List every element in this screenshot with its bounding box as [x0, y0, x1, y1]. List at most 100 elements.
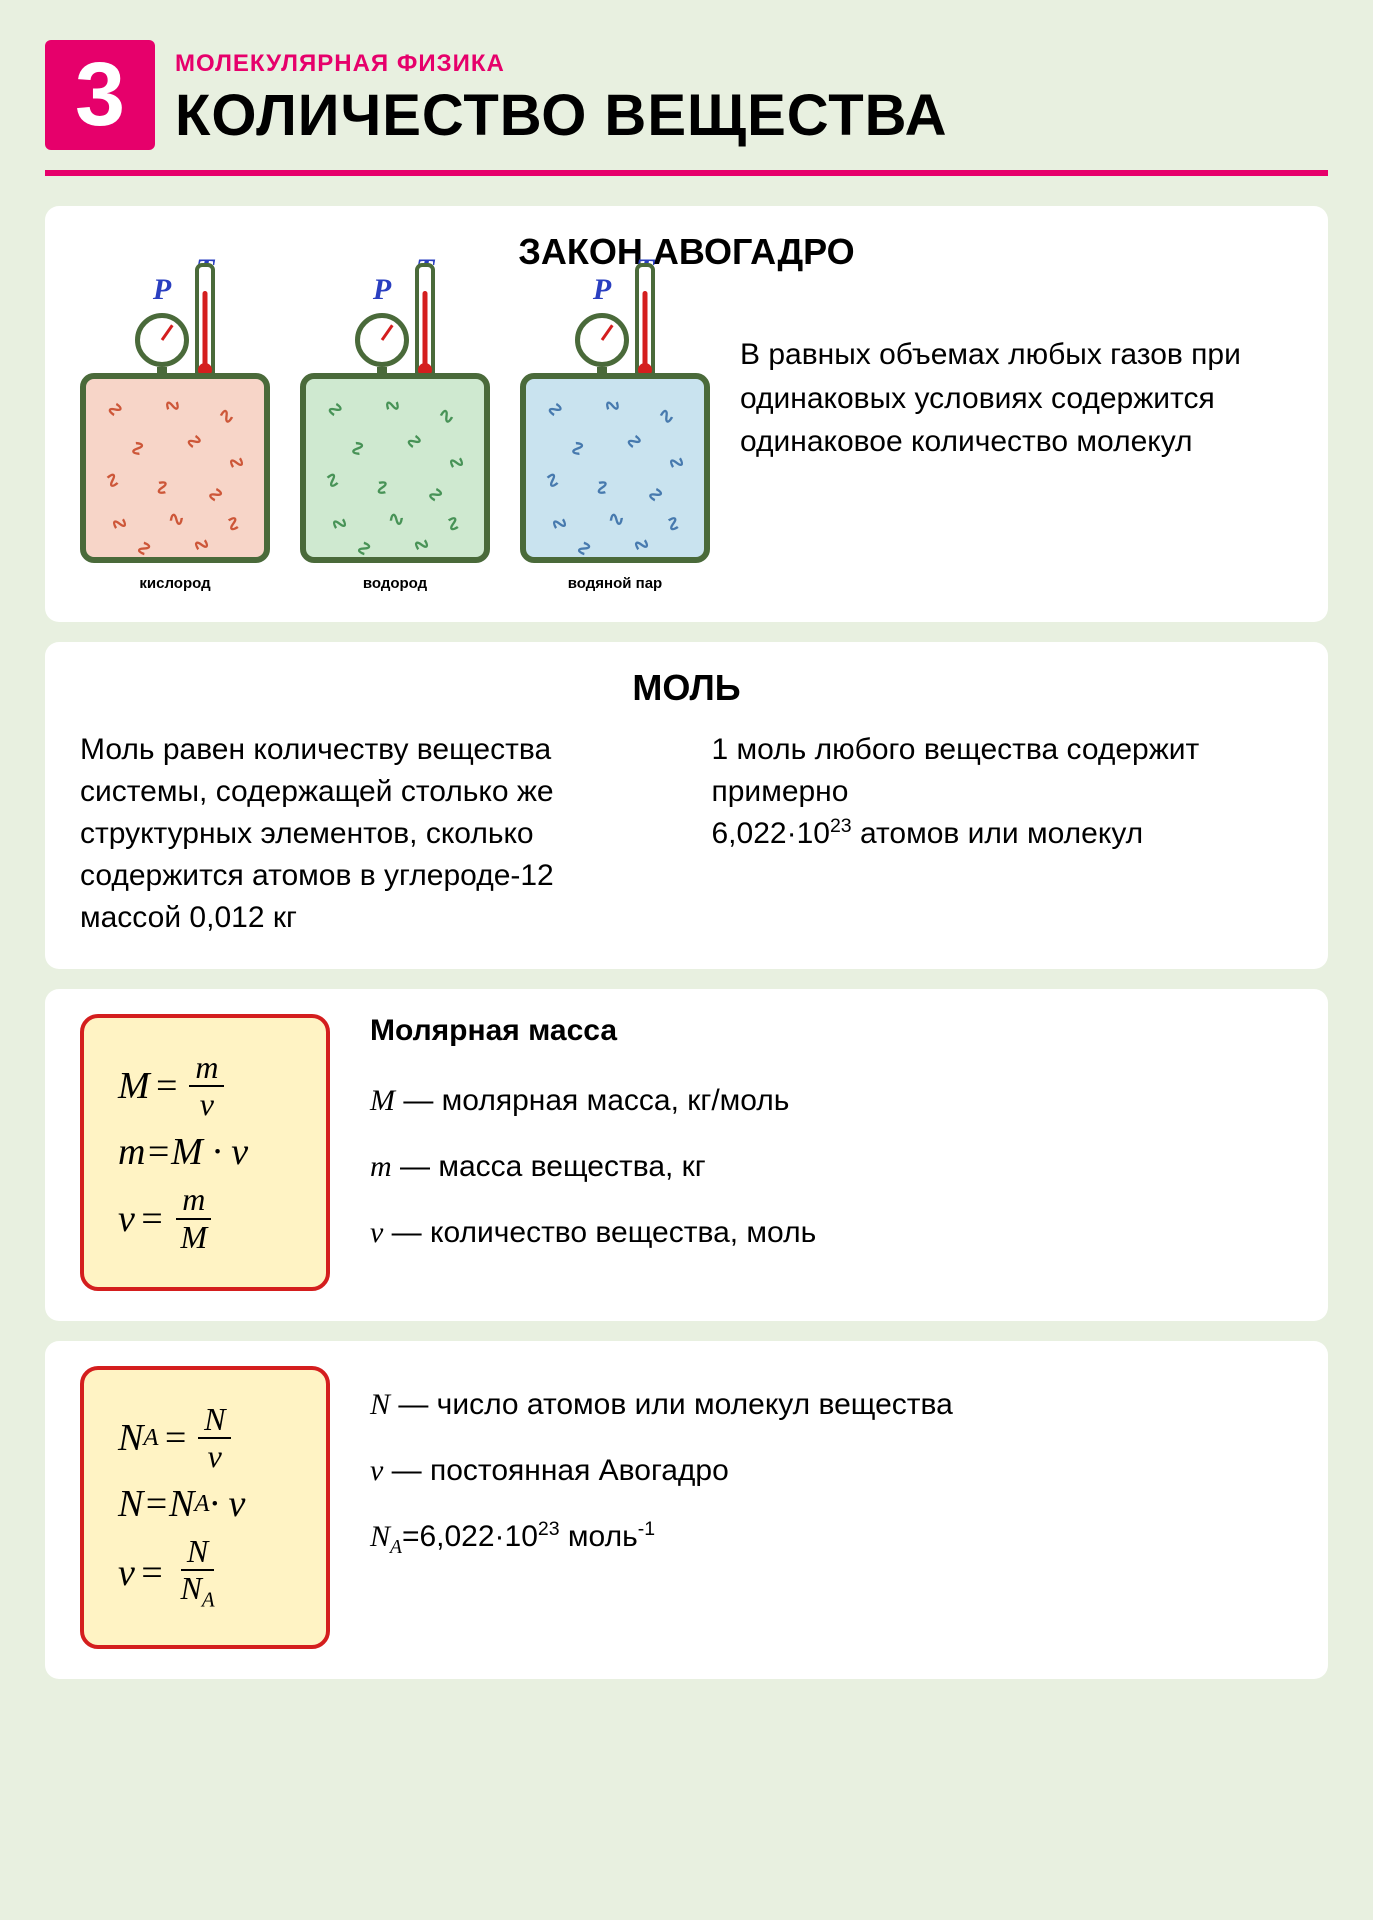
- avogadro-statement: В равных объемах любых газов при одинако…: [740, 293, 1293, 464]
- molecule-icon: ∿: [367, 475, 396, 500]
- molecule-icon: ∿: [350, 538, 378, 559]
- page-header: 3 МОЛЕКУЛЯРНАЯ ФИЗИКА КОЛИЧЕСТВО ВЕЩЕСТВ…: [45, 40, 1328, 150]
- formula-M: M = m ν: [118, 1050, 292, 1122]
- na-f1-num: N: [198, 1402, 231, 1439]
- f3-num: m: [176, 1182, 211, 1219]
- mole-right-tail: атомов или молекул: [852, 817, 1144, 850]
- def-M-sym: M: [370, 1084, 395, 1117]
- f1-frac: m ν: [189, 1050, 224, 1122]
- avogadro-title: ЗАКОН АВОГАДРО: [80, 231, 1293, 273]
- gas-label: кислород: [139, 575, 210, 592]
- avogadro-number-definitions: N — число атомов или молекул вещества ν …: [370, 1366, 1293, 1570]
- na-f1-sub: A: [143, 1424, 158, 1452]
- molecule-icon: ∿: [619, 428, 649, 454]
- molecule-icon: ∿: [587, 475, 616, 500]
- na-f2-lhs: N: [118, 1482, 143, 1526]
- def-nu-text: — количество вещества, моль: [383, 1216, 816, 1249]
- def-NA-sym: N: [370, 1520, 390, 1553]
- pressure-gauge-icon: [355, 313, 409, 367]
- na-f3-eq: =: [139, 1551, 165, 1595]
- na-f3-lhs: ν: [118, 1551, 135, 1595]
- def-NA-value: NA=6,022·1023 моль-1: [370, 1504, 1293, 1570]
- molecule-icon: ∿: [442, 448, 471, 478]
- molecule-icon: ∿: [218, 509, 248, 538]
- molecule-icon: ∿: [541, 397, 571, 422]
- gas-container: ∿∿∿∿∿∿∿∿∿∿∿∿∿∿: [300, 373, 490, 563]
- molecule-icon: ∿: [607, 507, 625, 533]
- f1-den: ν: [194, 1087, 220, 1122]
- thermometer-icon: [635, 263, 655, 383]
- molecule-icon: ∿: [538, 466, 567, 496]
- mole-definition-left: Моль равен количеству вещества системы, …: [80, 729, 662, 939]
- molecule-icon: ∿: [147, 475, 176, 500]
- def-N: N — число атомов или молекул вещества: [370, 1372, 1293, 1438]
- thermometer-icon: [415, 263, 435, 383]
- molecule-icon: ∿: [321, 397, 351, 422]
- avogadro-card: ЗАКОН АВОГАДРО PT∿∿∿∿∿∿∿∿∿∿∿∿∿∿кислородP…: [45, 206, 1328, 622]
- header-rule: [45, 170, 1328, 176]
- f3-den: M: [175, 1220, 214, 1255]
- molar-mass-formula-box: M = m ν m=M · ν ν = m M: [80, 1014, 330, 1291]
- mole-right-exp: 23: [830, 815, 852, 837]
- molecule-icon: ∿: [399, 428, 429, 454]
- pressure-label: P: [153, 273, 171, 307]
- molecule-icon: ∿: [318, 466, 347, 496]
- def-NA-unit-exp: -1: [638, 1518, 655, 1540]
- gas-container: ∿∿∿∿∿∿∿∿∿∿∿∿∿∿: [520, 373, 710, 563]
- na-f3-den: NA: [175, 1571, 221, 1612]
- def-nu2: ν — постоянная Авогадро: [370, 1438, 1293, 1504]
- def-N-text: — число атомов или молекул вещества: [390, 1388, 953, 1421]
- gas-label: водород: [363, 575, 427, 592]
- na-f2-sub: A: [194, 1490, 209, 1518]
- gas-label: водяной пар: [568, 575, 662, 592]
- molecule-icon: ∿: [545, 508, 574, 538]
- def-N-sym: N: [370, 1388, 390, 1421]
- molecule-icon: ∿: [387, 507, 405, 533]
- def-M: M — молярная масса, кг/моль: [370, 1068, 1293, 1134]
- molecule-icon: ∿: [201, 483, 230, 507]
- molar-mass-card: M = m ν m=M · ν ν = m M Молярная масса M…: [45, 989, 1328, 1321]
- molecule-icon: ∿: [344, 439, 371, 458]
- na-f1-eq: =: [162, 1416, 188, 1460]
- molecule-icon: ∿: [438, 509, 468, 538]
- molecule-icon: ∿: [599, 391, 626, 421]
- pressure-label: P: [593, 273, 611, 307]
- mole-right-1: 1 моль любого вещества содержит примерно: [712, 733, 1200, 808]
- mole-definition-right: 1 моль любого вещества содержит примерно…: [712, 729, 1294, 939]
- mole-columns: Моль равен количеству вещества системы, …: [80, 729, 1293, 939]
- avogadro-body: PT∿∿∿∿∿∿∿∿∿∿∿∿∿∿кислородPT∿∿∿∿∿∿∿∿∿∿∿∿∿∿…: [80, 293, 1293, 592]
- molecule-icon: ∿: [658, 509, 688, 538]
- molecule-icon: ∿: [434, 402, 458, 431]
- molecule-icon: ∿: [379, 391, 406, 421]
- molecule-icon: ∿: [130, 538, 158, 559]
- molecule-icon: ∿: [222, 448, 251, 478]
- formula-nu: ν = m M: [118, 1182, 292, 1254]
- def-nu: ν — количество вещества, моль: [370, 1200, 1293, 1266]
- def-NA-unit: моль: [560, 1520, 638, 1553]
- def-NA-sub: A: [390, 1537, 402, 1558]
- f1-num: m: [189, 1050, 224, 1087]
- molecule-icon: ∿: [124, 439, 151, 458]
- na-f3-num: N: [181, 1534, 214, 1571]
- molecule-icon: ∿: [187, 530, 216, 560]
- molar-mass-title: Молярная масса: [370, 1014, 1293, 1048]
- mole-title: МОЛЬ: [80, 667, 1293, 709]
- header-text: МОЛЕКУЛЯРНАЯ ФИЗИКА КОЛИЧЕСТВО ВЕЩЕСТВА: [175, 40, 1328, 149]
- na-f3-den-main: N: [181, 1570, 202, 1606]
- def-nu-sym: ν: [370, 1216, 383, 1249]
- f3-eq: =: [139, 1197, 165, 1241]
- na-f2-tail: · ν: [209, 1482, 245, 1526]
- def-NA-exp: 23: [538, 1518, 560, 1540]
- molecule-icon: ∿: [101, 397, 131, 422]
- pressure-gauge-icon: [135, 313, 189, 367]
- def-m-sym: m: [370, 1150, 392, 1183]
- molecule-icon: ∿: [214, 402, 238, 431]
- na-f1-frac: N ν: [198, 1402, 231, 1474]
- formula-nu2: ν = N NA: [118, 1534, 292, 1612]
- avogadro-number-card: NA = N ν N =NA · ν ν = N NA: [45, 1341, 1328, 1679]
- molecule-icon: ∿: [641, 483, 670, 507]
- molecule-icon: ∿: [98, 466, 127, 496]
- gas-vessel: PT∿∿∿∿∿∿∿∿∿∿∿∿∿∿водяной пар: [520, 293, 710, 592]
- subject-line: МОЛЕКУЛЯРНАЯ ФИЗИКА: [175, 50, 1328, 78]
- molecule-icon: ∿: [564, 439, 591, 458]
